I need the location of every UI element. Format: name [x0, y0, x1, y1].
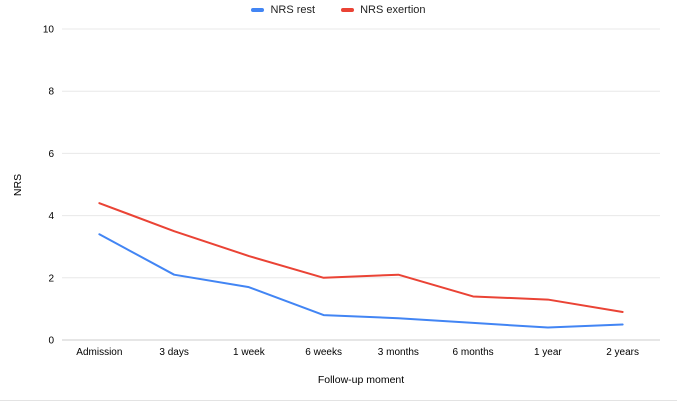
- legend-label: NRS exertion: [360, 4, 426, 16]
- legend-marker-icon: [341, 8, 355, 12]
- y-tick-label: 6: [48, 149, 54, 160]
- x-tick-label: 1 year: [534, 347, 562, 358]
- legend-marker-icon: [251, 8, 265, 12]
- y-tick-label: 0: [48, 336, 54, 347]
- legend-label: NRS rest: [270, 4, 316, 16]
- x-tick-label: 2 years: [606, 347, 639, 358]
- y-tick-label: 4: [48, 211, 54, 222]
- y-axis-title: NRS: [12, 173, 24, 197]
- x-axis-title: Follow-up moment: [317, 374, 405, 386]
- legend-item-nrs-rest: NRS rest: [251, 4, 315, 16]
- x-tick-label: Admission: [76, 347, 122, 358]
- y-tick-label: 10: [43, 25, 55, 36]
- chart-legend: NRS rest NRS exertion: [0, 4, 677, 16]
- x-tick-label: 3 months: [378, 347, 419, 358]
- series-line-nrs-rest: [98, 233, 624, 329]
- x-tick-label: 6 months: [453, 347, 494, 358]
- y-tick-label: 2: [48, 273, 54, 284]
- x-tick-label: 6 weeks: [305, 347, 342, 358]
- x-tick-label: 1 week: [233, 347, 266, 358]
- legend-item-nrs-exertion: NRS exertion: [341, 4, 426, 16]
- x-tick-label: 3 days: [159, 347, 188, 358]
- series-line-nrs-exertion: [98, 202, 624, 314]
- y-tick-label: 8: [48, 87, 54, 98]
